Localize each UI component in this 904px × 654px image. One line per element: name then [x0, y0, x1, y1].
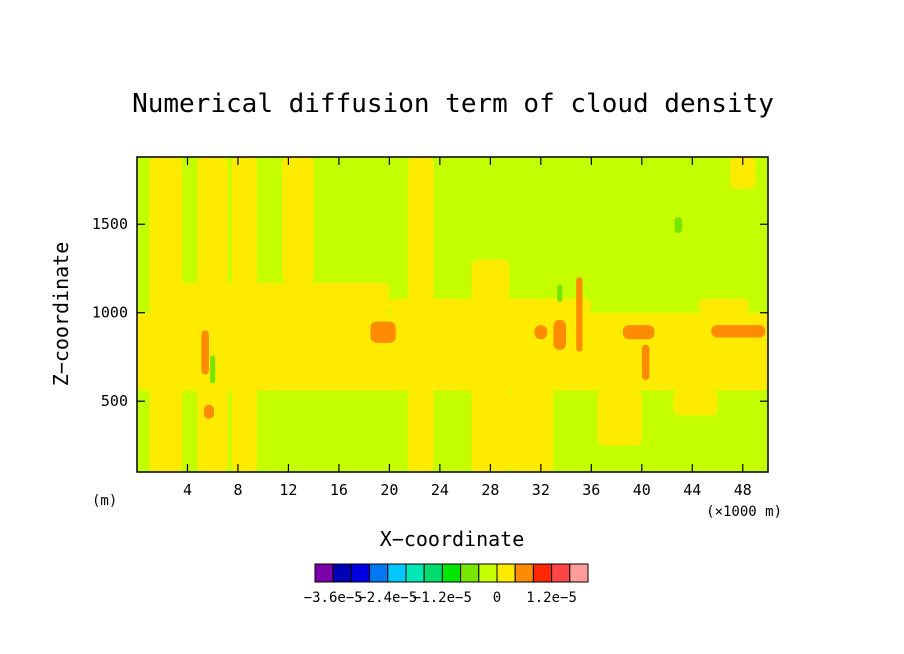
field-region [597, 390, 642, 446]
field-region [408, 157, 434, 472]
colorbar-swatch [569, 563, 589, 583]
field-region [711, 325, 766, 338]
x-tick-label: 16 [330, 481, 348, 499]
colorbar-label: 1.2e−5 [526, 590, 577, 606]
y-axis-title: Z−coordinate [49, 242, 73, 387]
colorbar-swatch [460, 563, 480, 583]
colorbar-swatch [405, 563, 425, 583]
x-tick-label: 28 [481, 481, 499, 499]
colorbar-swatch [496, 563, 516, 583]
colorbar-swatch [350, 563, 371, 583]
colorbar-swatch [478, 563, 498, 583]
x-tick-label: 24 [431, 481, 449, 499]
field-region [641, 344, 650, 380]
colorbar-swatch [423, 563, 443, 583]
field-region [370, 321, 396, 343]
x-tick-label: 36 [582, 481, 600, 499]
x-tick-label: 8 [233, 481, 242, 499]
x-tick-label: 40 [633, 481, 651, 499]
field-region [730, 157, 756, 189]
field-region [698, 298, 750, 313]
field-region [201, 330, 209, 375]
y-tick-label: 1500 [92, 215, 128, 233]
colorbar-label: −1.2e−5 [413, 590, 472, 606]
colorbar-label: −2.4e−5 [358, 590, 417, 606]
y-unit-label: (m) [92, 493, 117, 509]
x-tick-label: 32 [532, 481, 550, 499]
chart-title: Numerical diffusion term of cloud densit… [132, 89, 774, 119]
field-region [674, 217, 683, 234]
x-axis: 4 8 12 16 20 24 28 32 36 40 44 48 [183, 157, 752, 499]
colorbar-swatch [551, 563, 571, 583]
x-tick-label: 48 [734, 481, 752, 499]
field-region [553, 319, 567, 350]
colorbar [314, 563, 589, 583]
colorbar-label: 0 [493, 590, 501, 606]
x-tick-label: 44 [683, 481, 701, 499]
colorbar-swatch [441, 563, 462, 583]
colorbar-swatch [514, 563, 534, 583]
field-region [203, 404, 214, 419]
x-axis-title: X−coordinate [380, 527, 525, 551]
field-region [471, 259, 510, 472]
field-region [534, 325, 548, 340]
plot-frame [136, 156, 769, 473]
x-unit-label: (×1000 m) [706, 504, 782, 520]
colorbar-swatch [532, 563, 553, 583]
field-region [673, 390, 718, 416]
colorbar-label: −3.6e−5 [304, 590, 363, 606]
colorbar-swatch [314, 563, 334, 583]
y-axis: 500 1000 1500 [92, 215, 768, 410]
field-region [509, 390, 554, 472]
contour-field [137, 157, 768, 472]
field-region [172, 282, 390, 313]
y-tick-label: 1000 [92, 304, 128, 322]
colorbar-swatch [332, 563, 352, 583]
field-region [576, 277, 583, 352]
x-tick-label: 12 [279, 481, 297, 499]
field-region [622, 325, 655, 340]
field-region [210, 355, 216, 384]
field-region [282, 157, 314, 283]
colorbar-labels: −3.6e−5−2.4e−5−1.2e−5 0 1.2e−5 [304, 590, 577, 606]
field-region [137, 312, 768, 391]
x-tick-label: 4 [183, 481, 192, 499]
colorbar-swatch [369, 563, 389, 583]
x-tick-label: 20 [380, 481, 398, 499]
colorbar-swatch [387, 563, 407, 583]
y-tick-label: 500 [101, 392, 128, 410]
field-region [557, 284, 563, 303]
